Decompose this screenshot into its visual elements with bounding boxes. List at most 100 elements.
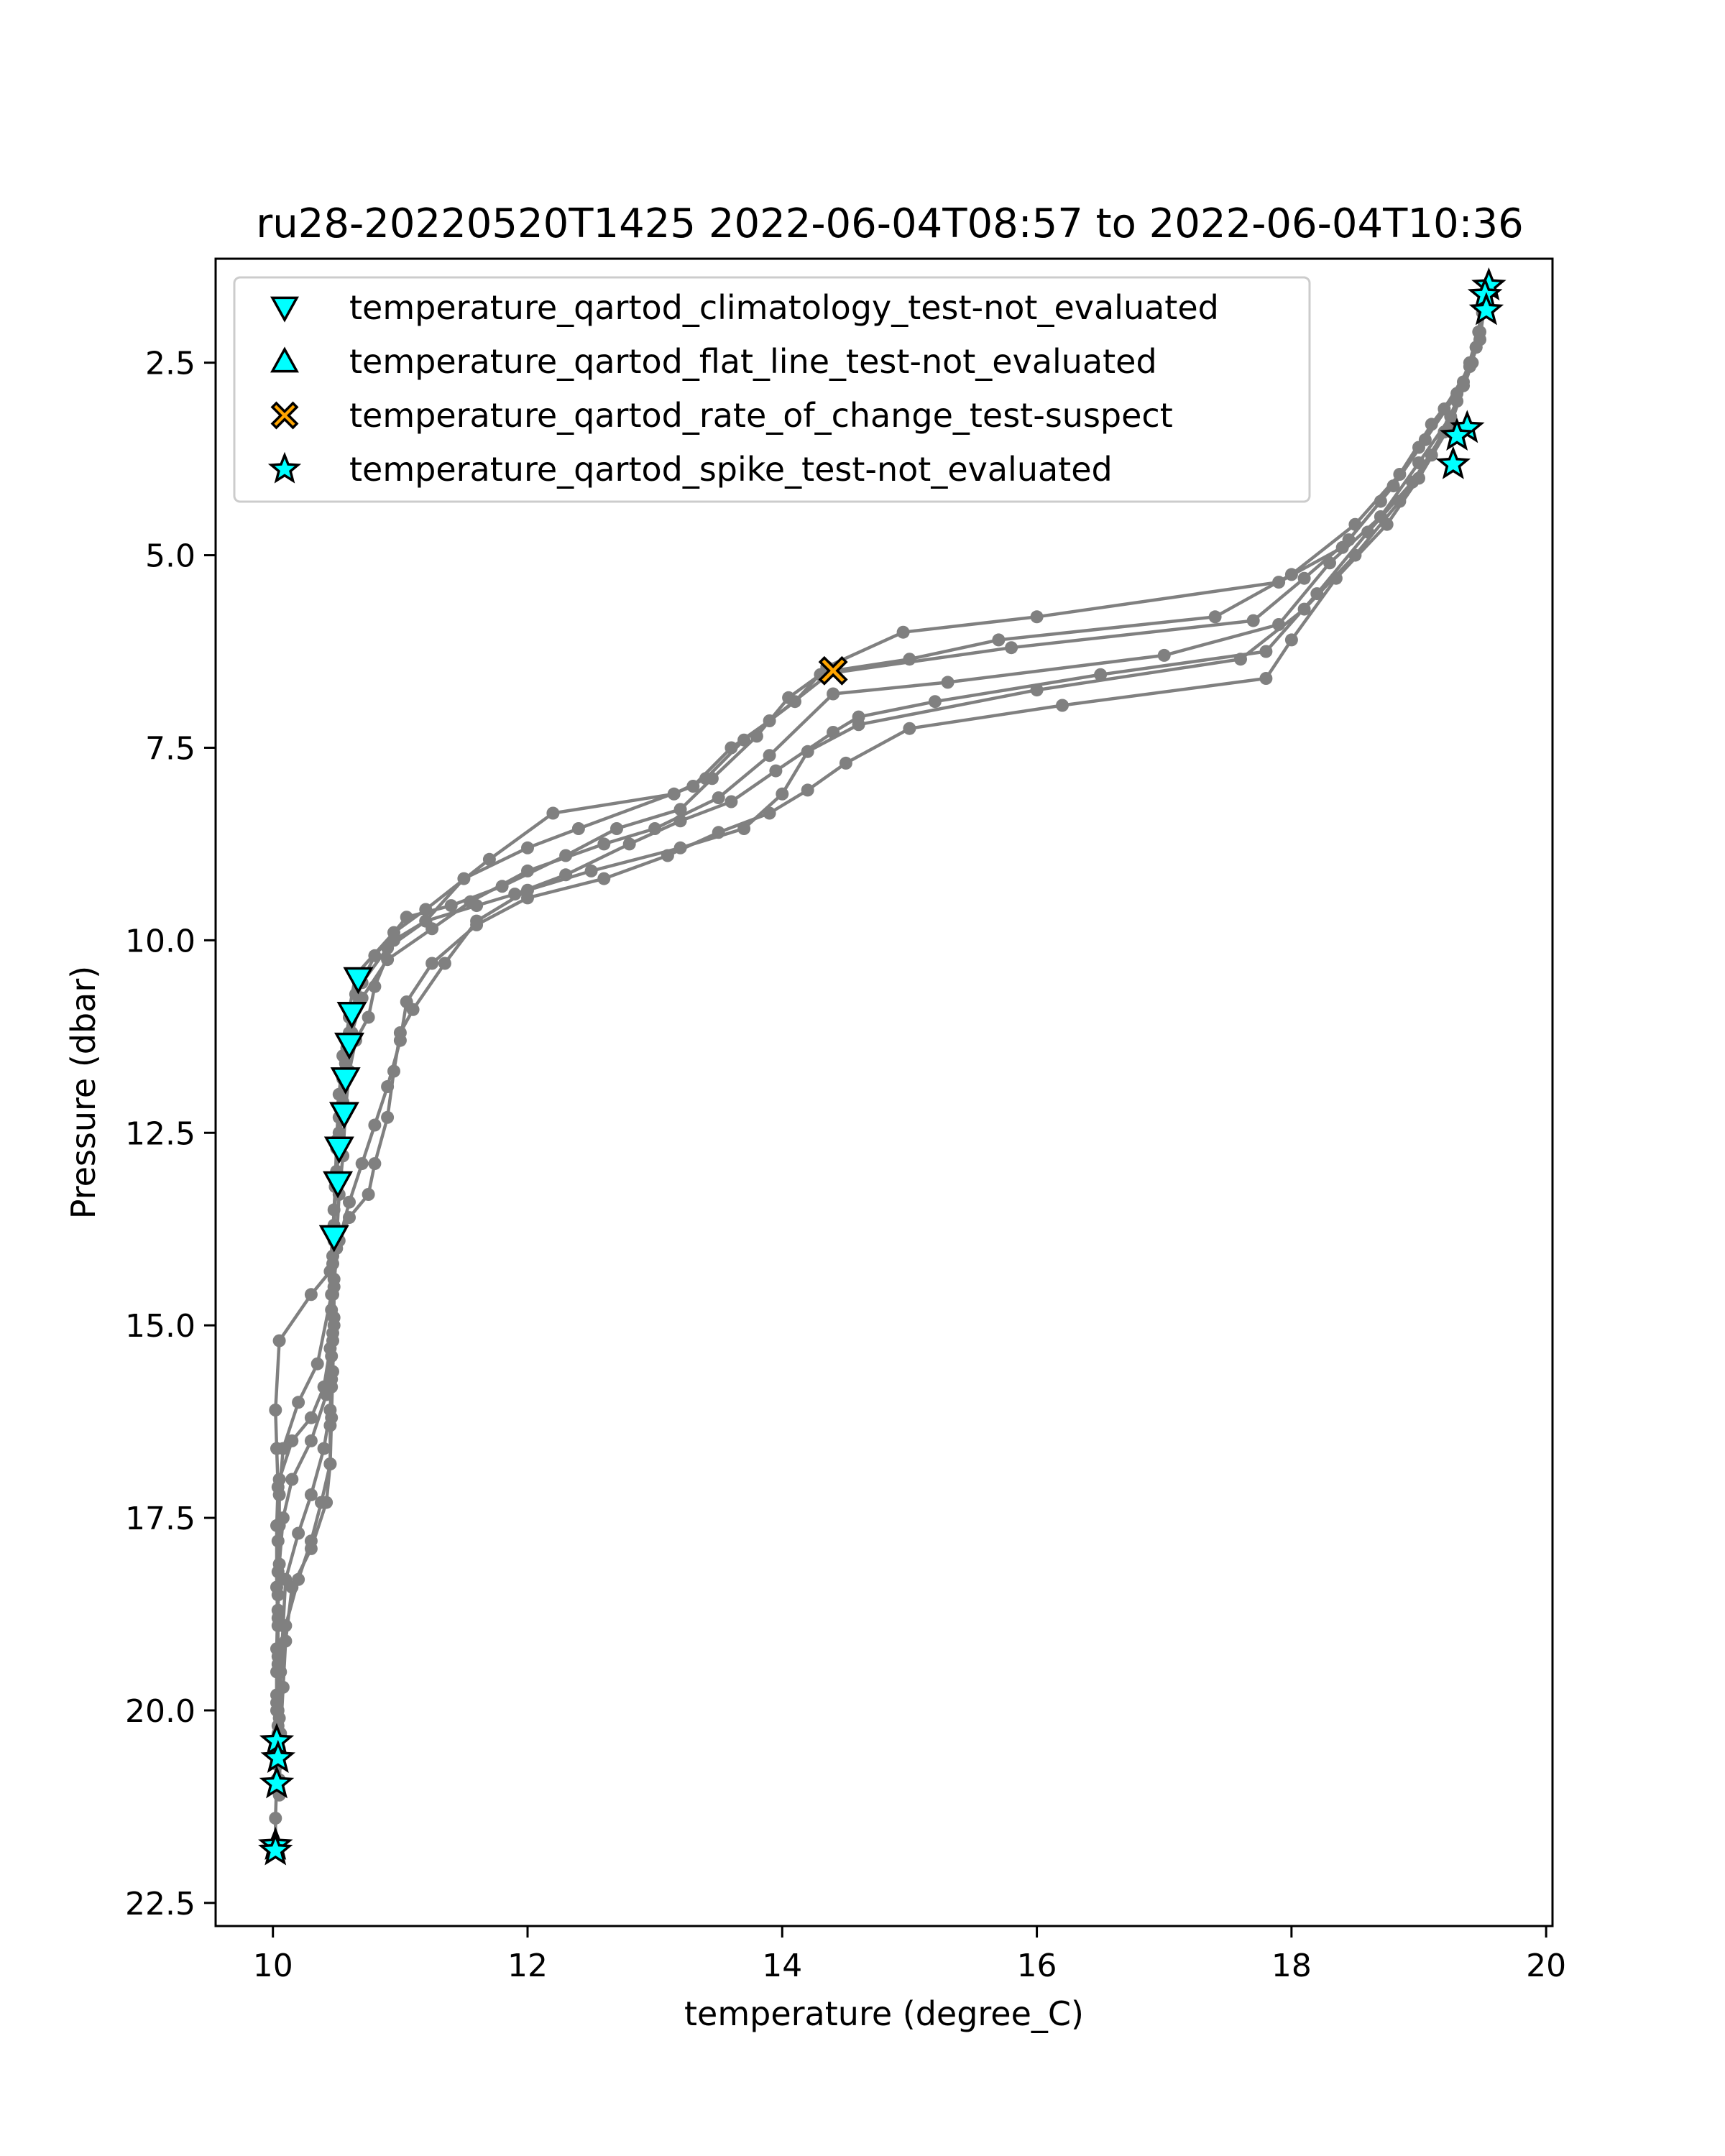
y-tick-label: 5.0 <box>145 538 196 575</box>
flag-series-3 <box>818 655 848 686</box>
triangle-down-marker <box>330 1067 361 1095</box>
profile-point <box>1473 325 1486 338</box>
profile-point <box>1056 699 1069 712</box>
y-tick-label: 10.0 <box>125 923 196 959</box>
profile-point <box>355 991 369 1005</box>
profile-point <box>1005 641 1018 655</box>
y-tick-label: 12.5 <box>125 1115 196 1152</box>
profile-point <box>325 1411 339 1424</box>
profile-point <box>1393 494 1407 508</box>
profile-point <box>323 1457 337 1470</box>
profile-point <box>285 1434 299 1447</box>
profile-point <box>705 772 719 786</box>
profile-point <box>438 957 451 970</box>
profile-point <box>597 872 611 885</box>
profile-point <box>521 891 534 905</box>
profile-point <box>903 722 916 735</box>
x-tick-label: 10 <box>253 1948 293 1984</box>
plot-frame <box>214 257 1554 1927</box>
profile-point <box>368 980 382 993</box>
profile-point <box>326 1365 339 1378</box>
profile-point <box>546 806 560 820</box>
y-tick-label: 17.5 <box>125 1501 196 1537</box>
profile-point <box>1284 568 1298 581</box>
profile-point <box>1030 610 1044 624</box>
triangle-down-marker <box>323 1136 354 1164</box>
profile-point <box>368 1157 382 1171</box>
profile-point <box>769 764 783 778</box>
legend-triangle-down-marker <box>270 296 299 323</box>
profile-point <box>571 822 585 835</box>
profile-point <box>584 864 598 877</box>
profile-point <box>1418 433 1432 446</box>
profile-point <box>1234 653 1247 666</box>
legend-entry: temperature_qartod_rate_of_change_test-s… <box>270 396 1173 435</box>
profile-point <box>355 1157 369 1171</box>
profile-point <box>304 1542 318 1555</box>
legend-entry: temperature_qartod_climatology_test-not_… <box>270 288 1219 327</box>
profile-point <box>1284 633 1298 647</box>
profile-point <box>276 1680 290 1694</box>
x-tick-label: 18 <box>1271 1948 1312 1984</box>
profile-point <box>279 1634 293 1648</box>
profile-point <box>712 791 725 805</box>
profile-point <box>1412 471 1425 485</box>
star-marker <box>258 1832 293 1866</box>
profile-point <box>470 899 484 913</box>
triangle-down-marker <box>318 1225 349 1253</box>
profile-point <box>368 949 382 962</box>
profile-point <box>381 1110 395 1124</box>
profile-point <box>387 934 400 947</box>
legend-label: temperature_qartod_spike_test-not_evalua… <box>349 450 1113 489</box>
profile-point <box>610 822 623 835</box>
profile-point <box>271 1603 285 1617</box>
star-marker <box>1468 292 1504 326</box>
profile-point <box>1348 548 1362 562</box>
profile-point <box>763 806 776 820</box>
y-tick-label: 20.0 <box>125 1693 196 1730</box>
legend-label: temperature_qartod_flat_line_test-not_ev… <box>349 342 1157 381</box>
profile-point <box>292 1396 305 1409</box>
profile-point <box>1030 683 1044 697</box>
x-filled-marker <box>818 655 848 686</box>
profile-point <box>622 837 636 851</box>
triangle-down-marker <box>323 1171 354 1199</box>
profile-point <box>1297 602 1311 616</box>
profile-point <box>661 849 674 862</box>
profile-point <box>317 1442 331 1455</box>
profile-point <box>1157 648 1171 662</box>
profile-point <box>400 911 413 924</box>
profile-point <box>304 1288 318 1302</box>
x-tick-label: 20 <box>1526 1948 1566 1984</box>
triangle-down-marker <box>343 967 374 995</box>
profile-point <box>269 1812 282 1825</box>
profile-point <box>285 1473 299 1486</box>
profile-point <box>521 841 534 854</box>
profile-point <box>992 633 1006 647</box>
star-marker <box>260 1739 296 1773</box>
profile-point <box>304 1434 318 1447</box>
profile-point <box>1329 571 1343 585</box>
profile-point <box>1466 356 1479 369</box>
profile-point <box>1297 571 1311 585</box>
profile-point <box>686 780 700 793</box>
profile-point <box>362 1188 375 1201</box>
flag-series-1 <box>318 967 374 1253</box>
x-axis: 10 12 14 16 18 20 <box>253 1926 1566 1984</box>
legend-box <box>233 276 1311 503</box>
profile-point <box>521 864 534 877</box>
profile-point <box>272 1557 286 1571</box>
profile-point <box>400 995 413 1009</box>
profile-point <box>750 729 763 743</box>
profile-point <box>426 957 439 970</box>
y-tick-label: 7.5 <box>145 730 196 767</box>
x-tick-label: 16 <box>1017 1948 1057 1984</box>
legend-entry: temperature_qartod_flat_line_test-not_ev… <box>270 342 1157 381</box>
profile-point <box>1208 610 1222 624</box>
flag-series-4 <box>258 267 1506 1866</box>
profile-point <box>1323 556 1336 570</box>
x-tick-label: 12 <box>507 1948 548 1984</box>
profile-point <box>801 783 814 797</box>
x-tick-label: 14 <box>762 1948 802 1984</box>
